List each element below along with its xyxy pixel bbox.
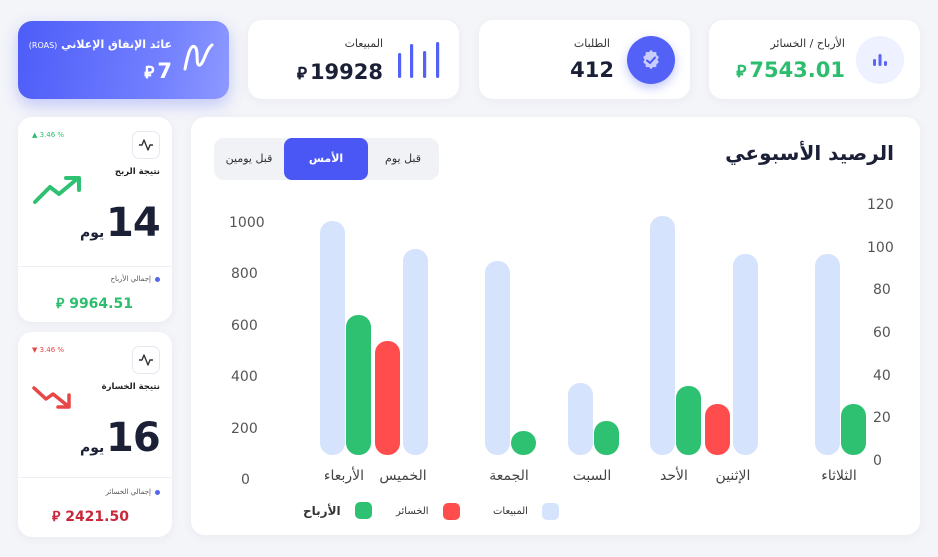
right-axis-tick: 80 — [873, 282, 891, 299]
loss-result-card: ▼ 3.46 % نتيجة الخسارة 16 يوم إجمالي الخ… — [18, 332, 172, 537]
legend-profits: الأرباح — [303, 502, 372, 519]
right-axis-tick: 60 — [873, 325, 891, 341]
right-axis-tick: 40 — [873, 367, 891, 384]
loss-result-title: نتيجة الخسارة — [101, 382, 160, 392]
category-label: السبت — [572, 468, 612, 484]
riyal-currency-icon: ⃁ — [296, 64, 307, 84]
tab-two-days-before[interactable]: قبل يومين — [225, 152, 273, 165]
profit-pct: ▲ 3.46 % — [32, 131, 65, 139]
chart-title: الرصيد الأسبوعي — [725, 141, 894, 165]
bar-sales — [320, 220, 345, 455]
bar-profits — [594, 420, 619, 455]
legend-swatch-sales — [541, 503, 559, 520]
bar-profits — [346, 314, 371, 455]
sales-title: المبيعات — [344, 37, 383, 50]
pulse-icon — [132, 346, 160, 374]
left-axis-tick: 1000 — [229, 215, 265, 231]
bar-sales — [403, 249, 428, 455]
orders-title: الطلبات — [573, 37, 610, 50]
verified-badge-icon — [627, 36, 675, 84]
orders-card: الطلبات 412 — [479, 20, 690, 99]
dot-icon — [155, 489, 160, 495]
sales-card: المبيعات ⃁ 19928 — [248, 20, 459, 99]
bar-profits — [511, 430, 536, 455]
riyal-currency-icon: ⃁ — [144, 63, 155, 83]
category-label: الأربعاء — [323, 468, 365, 484]
weekly-balance-panel: الرصيد الأسبوعي قبل يوم الأمس قبل يومين … — [191, 117, 920, 535]
bar-sales — [485, 261, 510, 455]
bar-losses — [375, 341, 400, 455]
chart-area: 0 200 400 600 800 1000 0 20 40 60 80 100 120 الثلاثاء… — [191, 117, 920, 535]
legend-sales: المبيعات — [493, 503, 559, 520]
orders-value: 412 — [570, 58, 614, 82]
profit-result-card: ▲ 3.46 % نتيجة الربح 14 يوم إجمالي الأرب… — [18, 117, 172, 322]
left-axis-tick: 0 — [241, 472, 250, 488]
roas-value: ⃁ 7 — [144, 59, 172, 83]
left-axis-tick: 200 — [231, 420, 258, 437]
profit-day-word: يوم — [80, 225, 105, 241]
riyal-currency-icon: ⃁ — [52, 509, 61, 525]
loss-total-label: إجمالي الخسائر — [106, 488, 160, 496]
trend-up-icon — [32, 174, 84, 210]
right-axis-tick: 0 — [873, 453, 882, 469]
dot-icon — [155, 276, 160, 282]
bar-sales — [733, 254, 758, 455]
sales-value: ⃁ 19928 — [296, 60, 383, 84]
sales-bars-icon — [397, 40, 442, 80]
pulse-icon — [132, 131, 160, 159]
bar-sales — [815, 254, 840, 455]
bar-sales — [568, 383, 593, 455]
squiggle-icon — [182, 39, 216, 75]
tab-day-before[interactable]: قبل يوم — [385, 152, 421, 165]
left-axis-tick: 400 — [231, 369, 258, 386]
bar-chart-icon — [856, 36, 904, 84]
legend-losses: الخسائر — [396, 503, 460, 520]
riyal-currency-icon: ⃁ — [56, 296, 65, 312]
category-label: الجمعة — [489, 468, 529, 484]
loss-days: 16 — [106, 415, 161, 461]
profit-total-value: ⃁ 9964.51 — [56, 296, 133, 312]
category-label: الإثنين — [715, 468, 751, 484]
right-axis-tick: 100 — [867, 239, 894, 256]
divider — [18, 266, 172, 267]
right-axis-tick: 20 — [873, 410, 891, 427]
profit-days: 14 — [106, 200, 161, 246]
category-label: الخميس — [379, 468, 427, 484]
trend-down-icon — [31, 384, 75, 414]
profit-loss-title: الأرباح / الخسائر — [770, 37, 845, 50]
roas-card: عائد الإنفاق الإعلاني (ROAS) ⃁ 7 — [18, 21, 229, 99]
loss-pct: ▼ 3.46 % — [32, 346, 65, 354]
bar-losses — [705, 404, 730, 455]
legend-swatch-profits — [354, 502, 372, 519]
profit-total-label: إجمالي الأرباح — [110, 275, 160, 283]
category-label: الثلاثاء — [821, 468, 857, 484]
profit-loss-value: ⃁ 7543.01 — [736, 58, 845, 82]
tab-yesterday[interactable]: الأمس — [284, 138, 368, 180]
left-axis-tick: 600 — [231, 317, 258, 334]
loss-day-word: يوم — [80, 440, 105, 456]
profit-loss-card: الأرباح / الخسائر ⃁ 7543.01 — [709, 20, 920, 99]
bar-sales — [650, 215, 675, 455]
period-tabs: قبل يوم الأمس قبل يومين — [214, 138, 439, 180]
right-axis-tick: 120 — [867, 197, 894, 213]
riyal-currency-icon: ⃁ — [736, 62, 747, 82]
roas-title: عائد الإنفاق الإعلاني (ROAS) — [28, 38, 172, 51]
profit-result-title: نتيجة الربح — [114, 167, 160, 177]
left-axis-tick: 800 — [231, 266, 258, 283]
bar-profits — [841, 404, 866, 455]
legend-swatch-losses — [442, 503, 460, 520]
category-label: الأحد — [660, 468, 688, 484]
loss-total-value: ⃁ 2421.50 — [52, 509, 129, 525]
bar-profits — [676, 386, 701, 455]
divider — [18, 477, 172, 478]
